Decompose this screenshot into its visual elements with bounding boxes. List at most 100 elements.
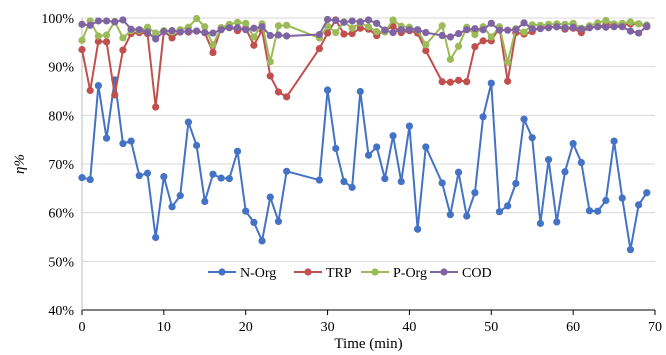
data-point [250,33,258,41]
data-point [553,23,561,31]
data-point [414,225,422,233]
legend-item: COD [430,266,492,281]
data-point [569,139,577,148]
data-point [364,151,373,159]
data-point [504,202,512,210]
data-point [389,28,397,37]
series-line [81,78,648,251]
data-point [266,193,274,201]
data-point [446,55,454,63]
data-point [643,22,651,30]
data-point [536,25,545,33]
data-point [340,177,348,186]
data-point [266,31,274,40]
data-point [471,30,479,39]
data-point [274,88,283,96]
data-point [323,86,332,94]
data-point [561,24,569,32]
data-point [332,28,340,37]
x-tick-label: 60 [566,320,580,335]
data-point [602,16,610,25]
data-point [356,87,364,96]
data-point [536,219,545,227]
series-cod [78,15,651,43]
legend-item: P-Org [361,266,427,281]
data-point [315,176,323,184]
data-point [274,22,283,30]
data-point [626,18,635,26]
data-point [274,31,283,39]
data-point [610,137,618,145]
legend-item: N-Org [208,266,276,281]
data-point [184,118,193,126]
data-point [381,26,389,34]
data-point [348,24,356,32]
data-point [405,26,414,34]
data-point [520,19,528,27]
x-tick-label: 20 [239,320,253,335]
data-point [373,143,381,151]
data-point [119,16,127,24]
data-point [258,23,266,31]
data-point [274,217,283,226]
legend: N-Org TRP P-Org COD [208,266,492,281]
data-point [94,37,102,45]
data-point [78,36,86,44]
x-tick-label: 10 [157,320,171,335]
data-point [242,207,250,215]
data-point [479,113,487,121]
y-tick-label: 40% [48,304,74,319]
data-point [283,93,291,101]
y-tick-label: 70% [48,158,74,173]
data-point [135,26,143,34]
data-point [102,17,111,25]
data-point [209,170,217,178]
data-point [397,177,405,186]
data-point [553,218,561,226]
data-point [86,86,94,95]
legend-label: P-Org [393,266,427,281]
data-point [446,78,454,86]
data-point [528,25,536,33]
data-point [520,115,528,123]
data-point [373,19,381,27]
data-point [471,43,479,51]
data-point [160,28,168,36]
y-tick-label: 50% [48,255,74,270]
data-point [209,48,217,57]
axes: 40% 50% 60% 70% 80% 90% 100% 0 10 20 30 40 50 60 70 Tim… [12,12,662,352]
data-point [479,26,487,34]
data-point [454,42,463,50]
legend-swatch-marker [371,268,379,276]
data-point [602,196,610,205]
data-point [283,167,291,175]
data-point [143,28,152,36]
data-point [422,143,430,151]
data-point [504,58,512,66]
data-point [397,26,405,34]
data-point [127,137,135,145]
data-point [168,203,176,211]
data-point [258,237,266,245]
data-point [266,72,274,80]
x-tick-label: 70 [648,320,662,335]
data-point [233,18,242,26]
data-point [577,158,585,167]
data-point [594,207,602,215]
data-point [389,132,397,140]
data-point [119,34,127,42]
data-point [283,32,291,40]
data-point [520,28,528,36]
data-point [250,24,258,32]
y-tick-label: 90% [48,61,74,76]
data-point [217,174,225,182]
data-point [528,134,536,142]
data-point [364,16,373,24]
data-point [487,79,495,87]
data-point [111,18,119,26]
data-point [78,20,86,28]
data-point [405,122,414,130]
series-p-org [78,14,651,66]
data-point [119,139,127,148]
